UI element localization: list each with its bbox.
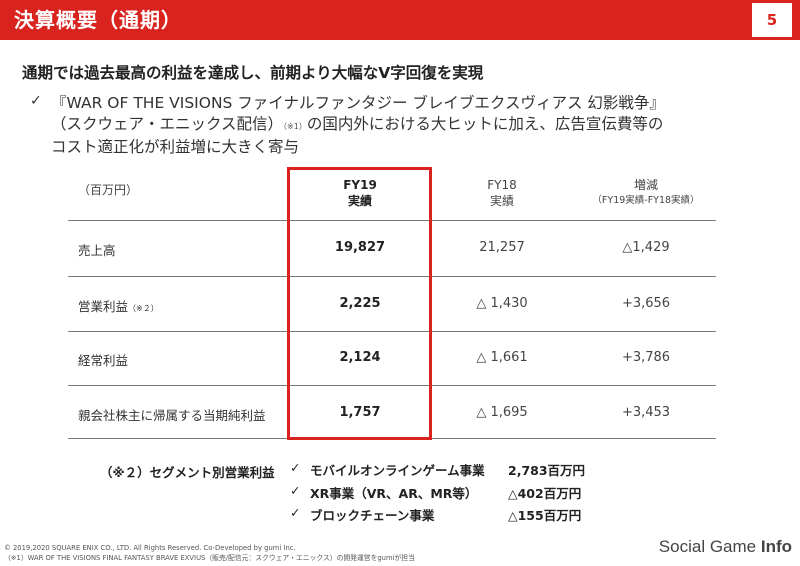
page-number: 5 bbox=[752, 3, 792, 37]
segment-item-xr: XR事業（VR、AR、MR等） bbox=[310, 486, 478, 501]
copyright-line-2: （※1）WAR OF THE VISIONS FINAL FANTASY BRA… bbox=[4, 554, 415, 562]
bullet-line-2-b: の国内外における大ヒットに加え、広告宣伝費等の bbox=[306, 115, 664, 133]
ordinary-profit-fy18: △ 1,661 bbox=[476, 350, 528, 365]
row-label-ordinary-profit: 経常利益 bbox=[78, 353, 129, 368]
col-diff-sub: （FY19実績-FY18実績） bbox=[592, 195, 700, 206]
bullet-line-3: コスト適正化が利益増に大きく寄与 bbox=[51, 138, 300, 156]
row-divider bbox=[68, 331, 716, 332]
logo-text-a: Social Game bbox=[658, 537, 761, 556]
operating-profit-diff: +3,656 bbox=[621, 296, 671, 311]
operating-profit-note: （※２） bbox=[128, 304, 159, 313]
col-fy18-sub: 実績 bbox=[489, 194, 514, 208]
copyright-line-1: © 2019,2020 SQUARE ENIX CO., LTD. All Ri… bbox=[4, 544, 296, 552]
segment-item-blockchain: ブロックチェーン事業 bbox=[310, 508, 435, 523]
ordinary-profit-diff: +3,786 bbox=[621, 350, 671, 365]
ordinary-profit-fy19: 2,124 bbox=[339, 350, 381, 365]
segment-value-blockchain: △155百万円 bbox=[508, 508, 582, 523]
check-icon: ✓ bbox=[30, 93, 42, 109]
operating-profit-fy18: △ 1,430 bbox=[476, 296, 528, 311]
net-income-fy19: 1,757 bbox=[339, 405, 381, 420]
headline: 通期では過去最高の利益を達成し、前期より大幅なV字回復を実現 bbox=[22, 64, 484, 82]
page-title: 決算概要（通期） bbox=[14, 8, 182, 32]
segment-check-icon: ✓ bbox=[290, 483, 301, 498]
net-income-diff: +3,453 bbox=[621, 405, 671, 420]
net-income-fy18: △ 1,695 bbox=[476, 405, 528, 420]
segment-value-mobile: 2,783百万円 bbox=[508, 463, 586, 478]
logo-text-b: Info bbox=[760, 537, 792, 556]
unit-label: （百万円） bbox=[78, 183, 139, 197]
operating-profit-label: 営業利益 bbox=[78, 299, 129, 314]
bullet-text: 『WAR OF THE VISIONS ファイナルファンタジー ブレイブエクスヴ… bbox=[51, 93, 751, 158]
revenue-fy19: 19,827 bbox=[334, 240, 386, 255]
row-label-revenue: 売上高 bbox=[78, 243, 116, 258]
row-label-operating-profit: 営業利益（※２） bbox=[78, 296, 159, 315]
bullet-line-2-a: （スクウェア・エニックス配信） bbox=[51, 115, 284, 133]
segment-check-icon: ✓ bbox=[290, 505, 301, 520]
segment-title: （※２）セグメント別営業利益 bbox=[100, 465, 275, 480]
col-fy18-header: FY18 実績 bbox=[432, 177, 572, 209]
col-fy18-title: FY18 bbox=[487, 178, 517, 192]
fy19-highlight-box bbox=[287, 167, 432, 440]
header-bar: 決算概要（通期） 5 bbox=[0, 0, 800, 40]
row-divider bbox=[68, 276, 716, 277]
row-divider bbox=[68, 385, 716, 386]
col-fy19-title: FY19 bbox=[343, 178, 377, 192]
bullet-line-2: （スクウェア・エニックス配信）（※1）の国内外における大ヒットに加え、広告宣伝費… bbox=[51, 114, 751, 137]
row-divider bbox=[68, 220, 716, 221]
social-game-info-logo: Social Game Info bbox=[659, 537, 792, 557]
copyright-notice: © 2019,2020 SQUARE ENIX CO., LTD. All Ri… bbox=[4, 543, 415, 563]
segment-value-xr: △402百万円 bbox=[508, 486, 582, 501]
col-fy19-sub: 実績 bbox=[347, 194, 372, 208]
segment-check-icon: ✓ bbox=[290, 460, 301, 475]
col-diff-header: 増減 （FY19実績-FY18実績） bbox=[576, 177, 716, 209]
row-label-net-income: 親会社株主に帰属する当期純利益 bbox=[78, 408, 266, 423]
bullet-line-1: 『WAR OF THE VISIONS ファイナルファンタジー ブレイブエクスヴ… bbox=[51, 94, 665, 112]
bullet-footnote-mark: （※1） bbox=[283, 122, 307, 131]
operating-profit-fy19: 2,225 bbox=[339, 296, 381, 311]
revenue-diff: △1,429 bbox=[622, 240, 670, 255]
segment-item-mobile: モバイルオンラインゲーム事業 bbox=[310, 463, 485, 478]
col-diff-title: 増減 bbox=[633, 178, 658, 192]
revenue-fy18: 21,257 bbox=[479, 240, 525, 255]
col-fy19-header: FY19 実績 bbox=[290, 177, 430, 209]
